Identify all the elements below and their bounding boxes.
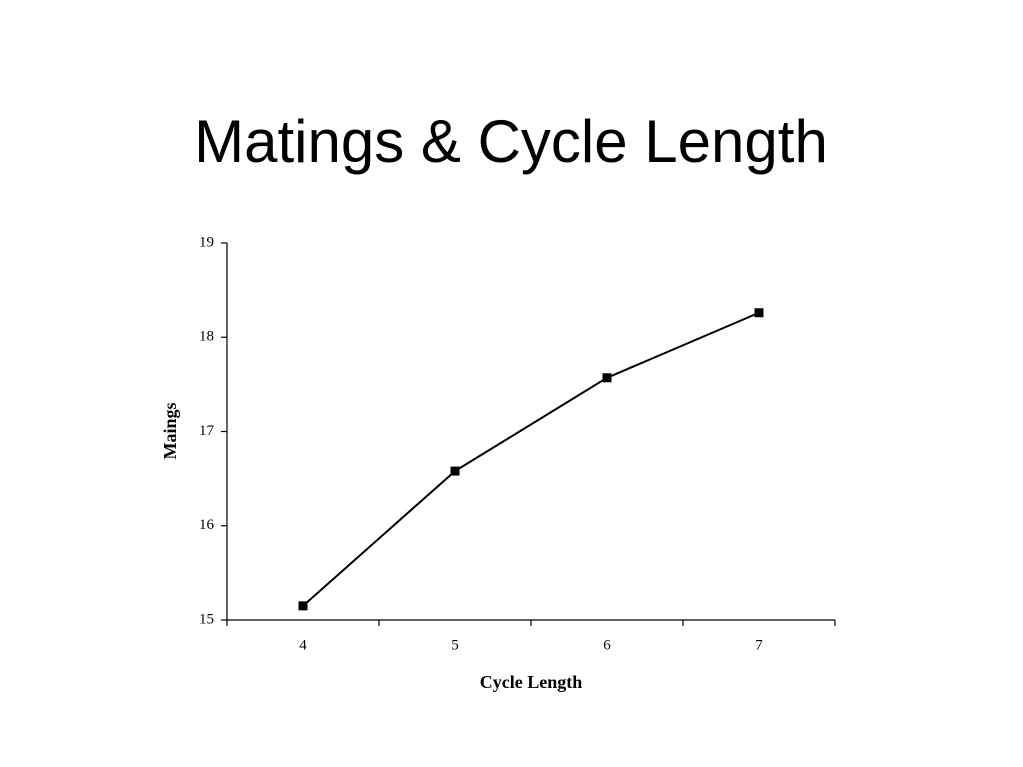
marker bbox=[298, 601, 308, 611]
y-tick-label: 17 bbox=[199, 423, 215, 439]
y-tick-label: 16 bbox=[199, 517, 215, 533]
x-tick-label: 5 bbox=[451, 637, 459, 653]
x-tick-label: 7 bbox=[755, 637, 763, 653]
y-tick-label: 15 bbox=[199, 611, 214, 627]
marker bbox=[754, 308, 764, 318]
marker bbox=[450, 466, 460, 476]
y-tick-label: 19 bbox=[199, 234, 214, 250]
y-axis-title: Maings bbox=[160, 402, 180, 459]
chart-title: Matings & Cycle Length bbox=[194, 108, 828, 175]
x-tick-label: 4 bbox=[299, 637, 307, 653]
x-axis-title: Cycle Length bbox=[480, 672, 583, 692]
marker bbox=[602, 373, 612, 383]
y-tick-label: 18 bbox=[199, 329, 214, 345]
data-line bbox=[302, 311, 760, 607]
x-tick-label: 6 bbox=[603, 637, 611, 653]
